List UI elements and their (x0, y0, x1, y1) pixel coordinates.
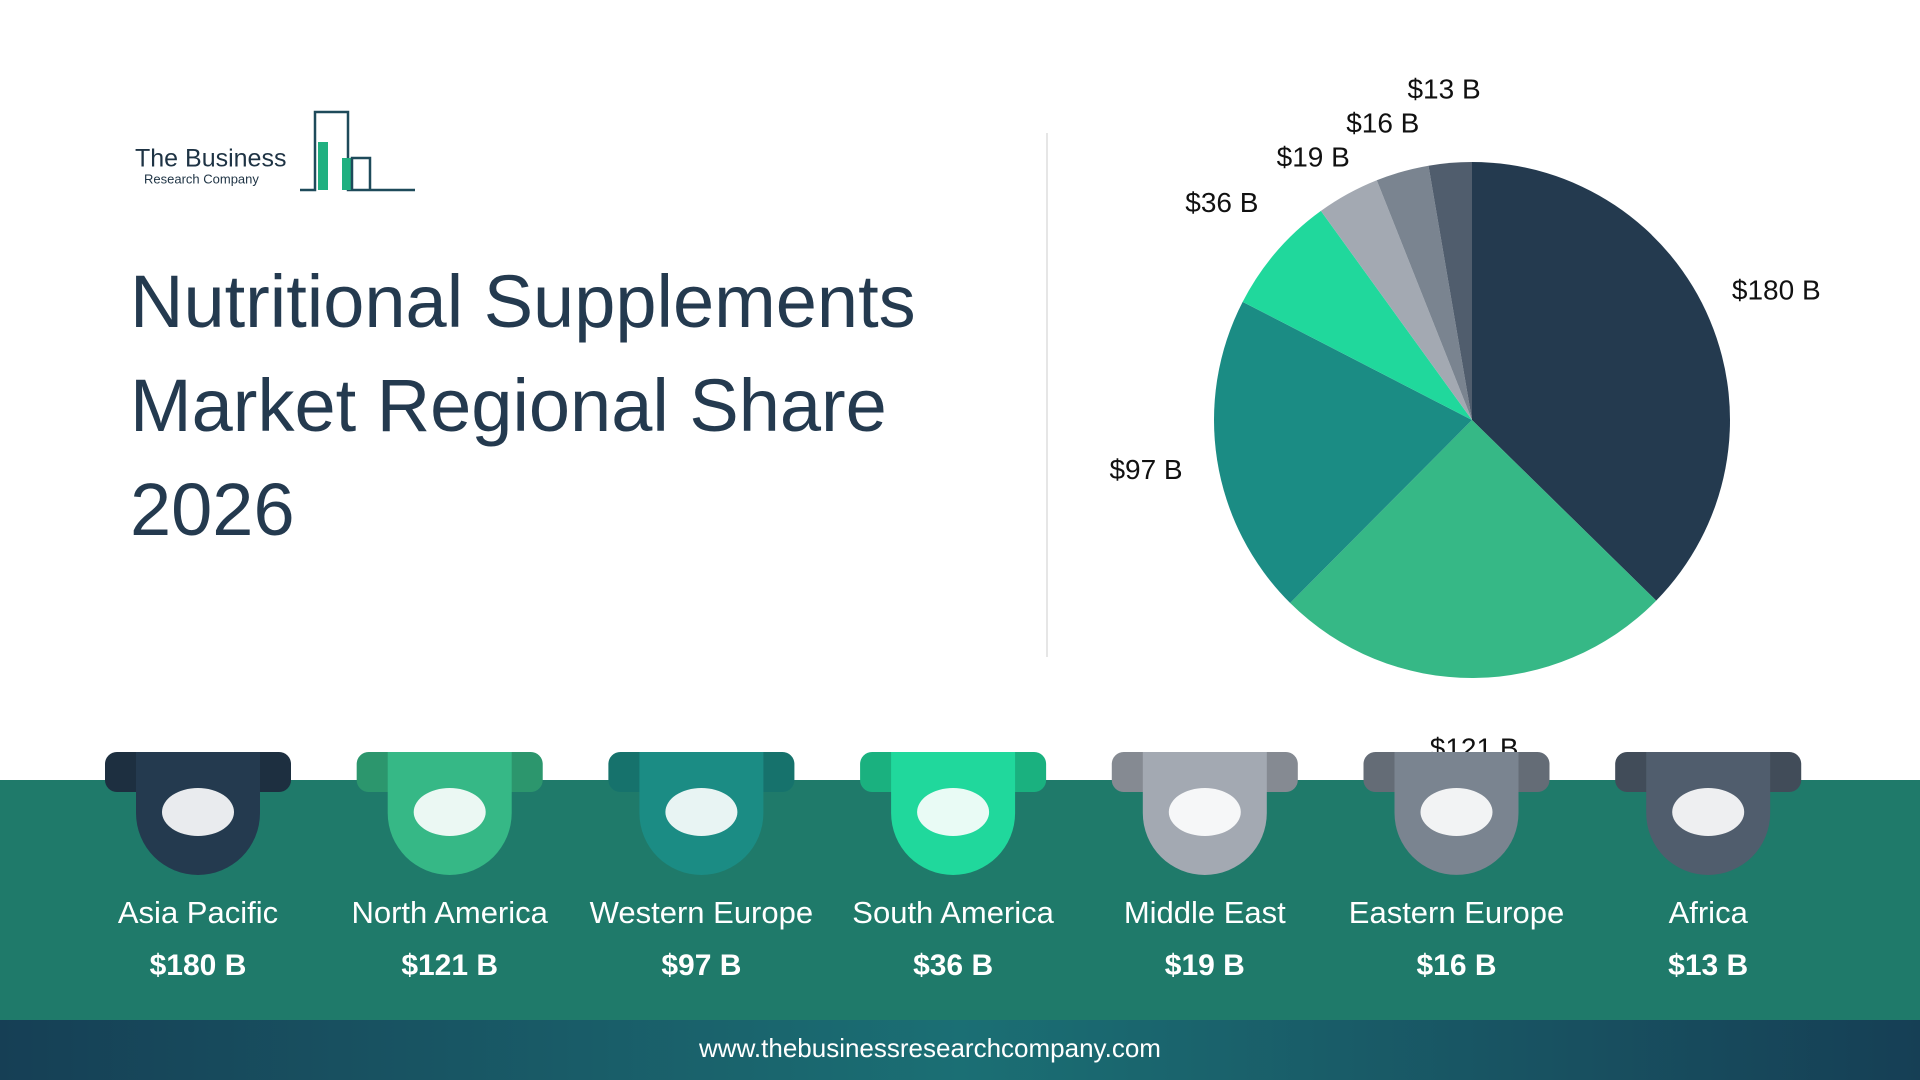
region-name: South America (852, 895, 1054, 930)
pie: $180 B$121 B$97 B$36 B$19 B$16 B$13 B (1109, 74, 1820, 764)
region-name: Asia Pacific (118, 895, 278, 930)
region-icon (1168, 788, 1241, 836)
pie-slice (1472, 162, 1730, 601)
region-cards: Asia Pacific $180 B North America $121 B Wes… (105, 752, 1802, 982)
pie-slice (1242, 210, 1472, 420)
title: Nutritional Supplements Market Regional … (130, 260, 916, 551)
region-name: Eastern Europe (1349, 895, 1564, 930)
footer-band (0, 1020, 1920, 1080)
region-name: Middle East (1124, 895, 1286, 930)
region-value: $36 B (913, 949, 993, 982)
logo-subtext: Research Company (144, 171, 259, 186)
region-value: $13 B (1668, 949, 1748, 982)
pie-label: $16 B (1346, 108, 1419, 139)
pie-slice (1376, 165, 1472, 420)
region-icon (1672, 788, 1745, 836)
logo-bar (342, 158, 352, 190)
region-value: $19 B (1165, 949, 1245, 982)
region-name: North America (351, 895, 548, 930)
region-value: $121 B (401, 949, 498, 982)
pie-label: $97 B (1109, 454, 1182, 485)
pie-slice (1320, 180, 1472, 420)
region-icon (1420, 788, 1493, 836)
region-value: $97 B (661, 949, 741, 982)
logo: The Business Research Company (135, 110, 415, 192)
logo-bar (318, 142, 328, 190)
pie-label: $19 B (1277, 142, 1350, 173)
region-value: $16 B (1416, 949, 1496, 982)
logo-outline (300, 110, 415, 192)
pie-slice (1214, 301, 1472, 604)
logo-text: The Business (135, 145, 286, 173)
logo-outline (350, 156, 372, 190)
pie-slice (1428, 162, 1472, 420)
region-icon (162, 788, 234, 836)
region-icon (917, 788, 990, 836)
pie-label: $36 B (1185, 187, 1258, 218)
pie-label: $180 B (1732, 275, 1821, 306)
region-value: $180 B (150, 949, 247, 982)
region-icon (665, 788, 738, 836)
website: www.thebusinessresearchcompany.com (698, 1033, 1161, 1063)
pie-slice (1290, 420, 1657, 678)
region-name: Africa (1669, 895, 1749, 930)
region-name: Western Europe (590, 895, 813, 930)
region-icon (413, 788, 486, 836)
pie-label: $13 B (1407, 74, 1480, 105)
